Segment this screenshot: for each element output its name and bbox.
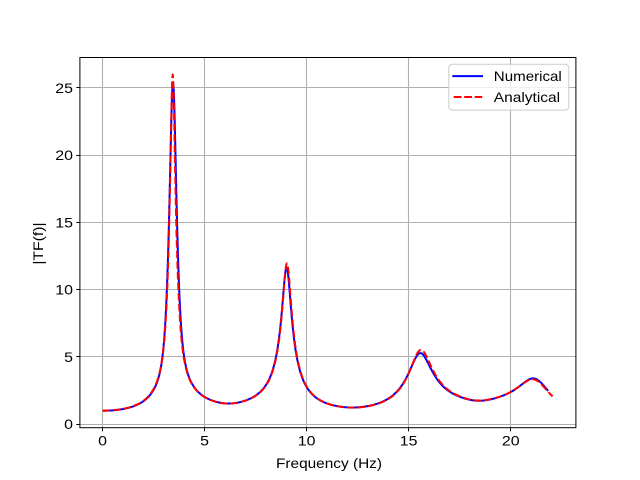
svg-text:Analytical: Analytical	[494, 89, 560, 105]
svg-text:|TF(f)|: |TF(f)|	[30, 222, 46, 264]
svg-text:Numerical: Numerical	[494, 68, 562, 84]
svg-text:20: 20	[502, 432, 520, 448]
svg-text:10: 10	[55, 282, 73, 298]
svg-text:15: 15	[55, 214, 73, 230]
svg-text:15: 15	[400, 432, 418, 448]
svg-text:5: 5	[64, 349, 73, 365]
svg-text:0: 0	[64, 416, 73, 432]
svg-text:25: 25	[55, 80, 73, 96]
svg-text:Frequency (Hz): Frequency (Hz)	[276, 455, 382, 471]
svg-text:20: 20	[55, 147, 73, 163]
svg-text:10: 10	[298, 432, 316, 448]
svg-text:5: 5	[200, 432, 209, 448]
svg-text:0: 0	[98, 432, 107, 448]
